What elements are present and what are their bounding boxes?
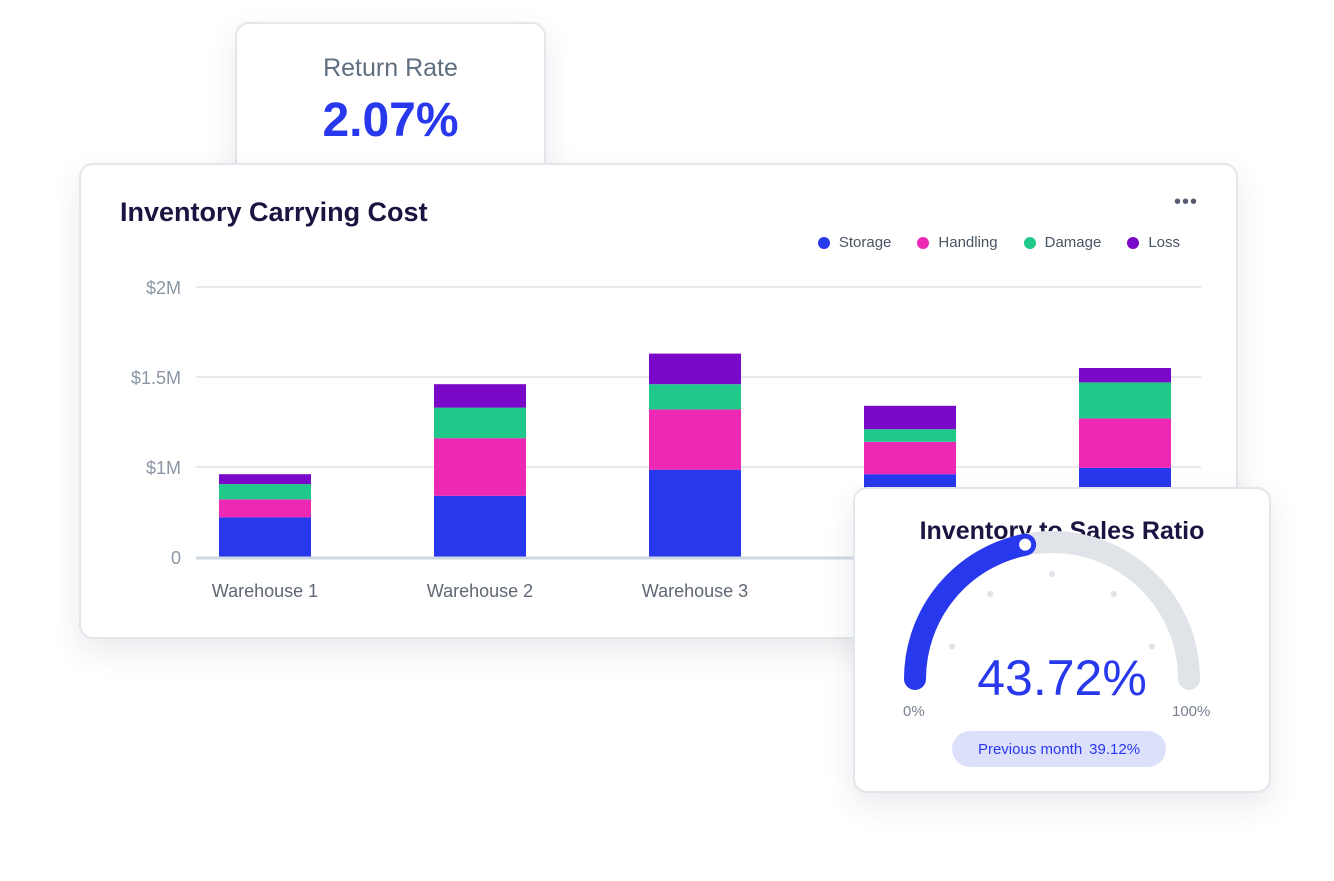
bar-segment-damage[interactable] bbox=[219, 484, 311, 500]
bar-segment-damage[interactable] bbox=[1079, 382, 1171, 419]
bar-segment-handling[interactable] bbox=[1079, 418, 1171, 468]
gauge-tick bbox=[949, 643, 956, 650]
x-tick-label: Warehouse 3 bbox=[642, 581, 748, 601]
gauge-fill bbox=[904, 533, 1037, 690]
bar-segment-handling[interactable] bbox=[219, 499, 311, 518]
x-tick-label: Warehouse 2 bbox=[427, 581, 533, 601]
bar-segment-loss[interactable] bbox=[864, 405, 956, 430]
gauge-min-label: 0% bbox=[903, 703, 925, 720]
gauge-chart bbox=[904, 531, 1200, 690]
previous-month-label: Previous month bbox=[977, 740, 1083, 758]
legend-item[interactable]: Loss bbox=[1127, 234, 1180, 251]
bar-segment-loss[interactable] bbox=[1079, 368, 1171, 383]
legend-swatch bbox=[1127, 236, 1140, 249]
gauge-value: 43.72% bbox=[977, 650, 1147, 706]
previous-month-value: 39.12% bbox=[1089, 740, 1141, 758]
legend-swatch bbox=[817, 236, 830, 249]
previous-month-badge: Previous month 39.12% bbox=[952, 731, 1166, 767]
legend-label: Storage bbox=[838, 234, 892, 251]
gauge-max-label: 100% bbox=[1172, 703, 1211, 720]
legend-swatch bbox=[1023, 236, 1036, 249]
bar-segment-handling[interactable] bbox=[864, 441, 956, 475]
x-tick-label: Warehouse 1 bbox=[212, 581, 318, 601]
gauge-tick bbox=[1110, 591, 1117, 598]
legend-label: Damage bbox=[1044, 234, 1102, 251]
more-horizontal-icon[interactable]: ••• bbox=[1173, 191, 1198, 213]
bar-segment-damage[interactable] bbox=[434, 407, 526, 439]
y-tick-label: $2M bbox=[146, 278, 181, 298]
legend-label: Loss bbox=[1148, 234, 1180, 251]
chart-legend: Storage Handling Damage Loss bbox=[817, 234, 1180, 251]
y-tick-label: $1M bbox=[146, 458, 181, 478]
legend-item[interactable]: Handling bbox=[917, 234, 998, 251]
bar-segment-damage[interactable] bbox=[864, 429, 956, 442]
legend-swatch bbox=[917, 236, 930, 249]
inventory-to-sales-ratio-card: Inventory to Sales Ratio 43.72% 0% 100% … bbox=[853, 487, 1271, 793]
chart-title: Inventory Carrying Cost bbox=[120, 197, 428, 227]
bar-segment-storage[interactable] bbox=[649, 469, 741, 557]
bar-segment-loss[interactable] bbox=[434, 384, 526, 408]
bar-segment-storage[interactable] bbox=[434, 495, 526, 557]
bar-segment-loss[interactable] bbox=[649, 353, 741, 385]
return-rate-label: Return Rate bbox=[323, 54, 458, 82]
return-rate-value: 2.07% bbox=[322, 94, 459, 147]
legend-item[interactable]: Damage bbox=[1023, 234, 1102, 251]
bar-segment-handling[interactable] bbox=[434, 438, 526, 496]
gauge-tick bbox=[1148, 643, 1155, 650]
gauge-tick bbox=[1049, 571, 1055, 577]
legend-label: Handling bbox=[938, 234, 998, 251]
bar-segment-storage[interactable] bbox=[219, 517, 311, 557]
gauge-knob bbox=[1019, 538, 1032, 551]
bar-segment-damage[interactable] bbox=[649, 384, 741, 410]
bar-segment-handling[interactable] bbox=[649, 409, 741, 470]
y-tick-label: $1.5M bbox=[131, 368, 181, 388]
bar-segment-loss[interactable] bbox=[219, 474, 311, 485]
y-tick-label: 0 bbox=[171, 548, 181, 568]
legend-item[interactable]: Storage bbox=[817, 234, 892, 251]
gauge-tick bbox=[987, 591, 994, 598]
